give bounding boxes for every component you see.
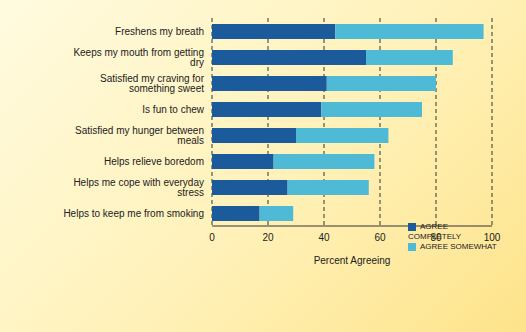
- svg-text:Helps to keep me from smoking: Helps to keep me from smoking: [63, 208, 204, 219]
- svg-text:60: 60: [374, 232, 386, 243]
- svg-text:Percent Agreeing: Percent Agreeing: [314, 255, 391, 266]
- svg-text:80: 80: [430, 232, 442, 243]
- svg-text:Satisfied my craving forsometh: Satisfied my craving forsomething sweet: [100, 73, 205, 94]
- svg-text:Helps relieve boredom: Helps relieve boredom: [104, 156, 204, 167]
- svg-text:20: 20: [262, 232, 274, 243]
- svg-text:0: 0: [209, 232, 215, 243]
- svg-text:Satisfied my hunger betweenmea: Satisfied my hunger betweenmeals: [75, 125, 204, 146]
- svg-text:40: 40: [318, 232, 330, 243]
- svg-text:Is fun to chew: Is fun to chew: [142, 104, 204, 115]
- svg-text:Keeps my mouth from gettingdry: Keeps my mouth from gettingdry: [73, 47, 204, 68]
- svg-text:Helps me cope with everydaystr: Helps me cope with everydaystress: [73, 177, 204, 198]
- svg-text:Freshens my breath: Freshens my breath: [115, 26, 204, 37]
- svg-text:100: 100: [484, 232, 501, 243]
